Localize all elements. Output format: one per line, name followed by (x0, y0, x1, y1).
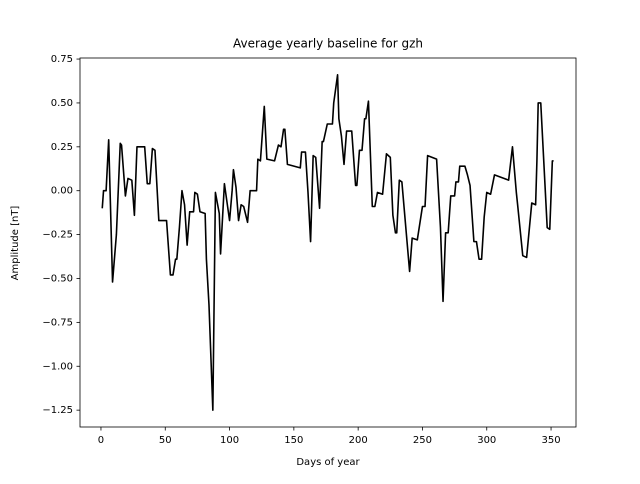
y-tick-label: 0.75 (51, 54, 73, 65)
x-tick-label: 200 (349, 435, 368, 446)
chart-title: Average yearly baseline for gzh (233, 37, 423, 51)
y-axis-label: Amplitude [nT] (10, 206, 21, 281)
y-tick-label: −1.00 (42, 361, 73, 372)
x-tick-label: 150 (284, 435, 303, 446)
x-tick-label: 50 (159, 435, 172, 446)
x-tick-label: 250 (413, 435, 432, 446)
plot-frame (79, 57, 577, 428)
x-tick-label: 350 (542, 435, 561, 446)
x-tick-label: 300 (477, 435, 496, 446)
x-axis-label: Days of year (296, 457, 360, 468)
y-tick-label: −0.25 (42, 230, 73, 241)
y-tick-label: −1.25 (42, 405, 73, 416)
x-tick-label: 100 (220, 435, 239, 446)
x-tick-label: 0 (98, 435, 104, 446)
y-tick-label: 0.25 (51, 142, 73, 153)
y-tick-label: 0.50 (51, 98, 73, 109)
y-tick-label: −0.75 (42, 317, 73, 328)
data-line (101, 74, 554, 411)
y-tick-label: 0.00 (51, 186, 73, 197)
y-tick-label: −0.50 (42, 273, 73, 284)
